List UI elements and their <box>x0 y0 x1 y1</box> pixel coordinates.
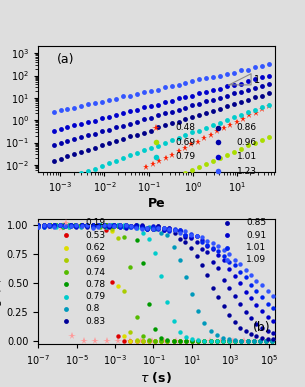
Text: 1: 1 <box>254 75 260 84</box>
X-axis label: $\tau$ (s): $\tau$ (s) <box>140 370 172 385</box>
Text: 0.86: 0.86 <box>237 123 257 132</box>
Text: 0.91: 0.91 <box>246 231 266 240</box>
Text: 1.01: 1.01 <box>237 152 257 161</box>
Text: 0.19: 0.19 <box>85 219 106 228</box>
Text: 0.78: 0.78 <box>85 280 106 289</box>
X-axis label: Pe: Pe <box>148 197 165 210</box>
Text: 0.85: 0.85 <box>246 219 266 228</box>
Text: 0.62: 0.62 <box>85 243 106 252</box>
Text: (a): (a) <box>57 53 74 66</box>
Text: 0.96: 0.96 <box>237 138 257 147</box>
Y-axis label: $\sigma/\sigma_T$: $\sigma/\sigma_T$ <box>0 96 2 122</box>
Text: 0.74: 0.74 <box>85 267 106 277</box>
Text: 0.48: 0.48 <box>175 123 195 132</box>
Text: 0.69: 0.69 <box>85 255 106 264</box>
Text: 0.83: 0.83 <box>85 317 106 325</box>
Text: 0.8: 0.8 <box>85 304 100 313</box>
Text: 0.79: 0.79 <box>85 292 106 301</box>
Y-axis label: $g_2(\tau)-1$: $g_2(\tau)-1$ <box>0 257 4 307</box>
Text: 0.53: 0.53 <box>85 231 106 240</box>
Text: 0.69: 0.69 <box>175 138 195 147</box>
Text: 1.09: 1.09 <box>246 255 266 264</box>
Text: 0.79: 0.79 <box>175 152 195 161</box>
Text: 1.01: 1.01 <box>246 243 266 252</box>
Text: (b): (b) <box>253 322 271 334</box>
Text: 1.23: 1.23 <box>237 166 257 176</box>
